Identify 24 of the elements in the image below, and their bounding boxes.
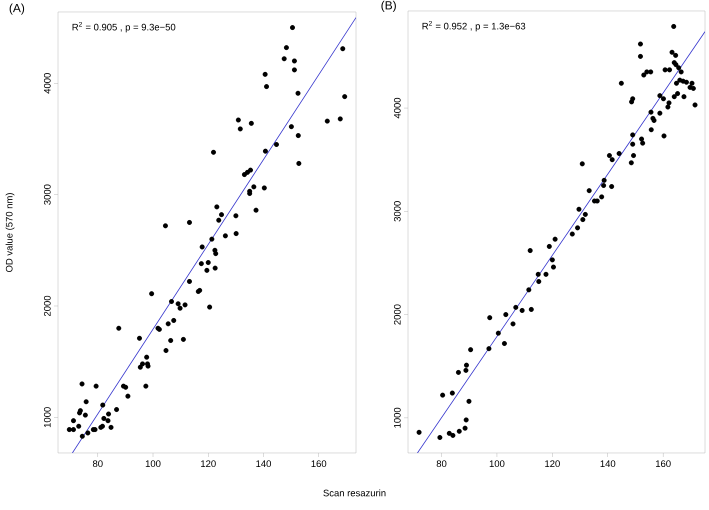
y-tick-label: 4000 <box>44 73 51 94</box>
x-tick-label: 120 <box>545 460 560 468</box>
chart-title: (B) <box>381 0 396 12</box>
x-tick-label: 160 <box>312 460 326 468</box>
x-tick-label: 140 <box>256 460 272 468</box>
annotation: R$^{2}$ = 0.952 , p = 1.3e−63 <box>422 20 526 32</box>
x-tick-label: 140 <box>600 460 616 468</box>
y-tick-label: 2000 <box>394 304 401 325</box>
y-tick-label: 1000 <box>44 407 51 428</box>
y-axis-title: OD value (570 nm) <box>6 193 14 272</box>
y-tick-label: 2000 <box>44 296 51 316</box>
x-tick-label: 80 <box>436 460 446 468</box>
chart-title: (A) <box>10 4 24 15</box>
annotation: R$^{2}$ = 0.905 , p = 9.3e−50 <box>72 22 176 32</box>
x-tick-label: 160 <box>656 460 671 468</box>
y-tick-label: 4000 <box>394 98 401 118</box>
x-tick-label: 100 <box>146 460 161 468</box>
y-tick-label: 3000 <box>44 184 51 205</box>
x-tick-label: 120 <box>201 460 216 468</box>
y-tick-label: 1000 <box>394 408 401 428</box>
x-axis-title: Scan resazurin <box>323 489 386 496</box>
x-tick-label: 100 <box>490 460 504 468</box>
x-tick-label: 80 <box>92 460 103 468</box>
y-tick-label: 3000 <box>394 201 401 222</box>
